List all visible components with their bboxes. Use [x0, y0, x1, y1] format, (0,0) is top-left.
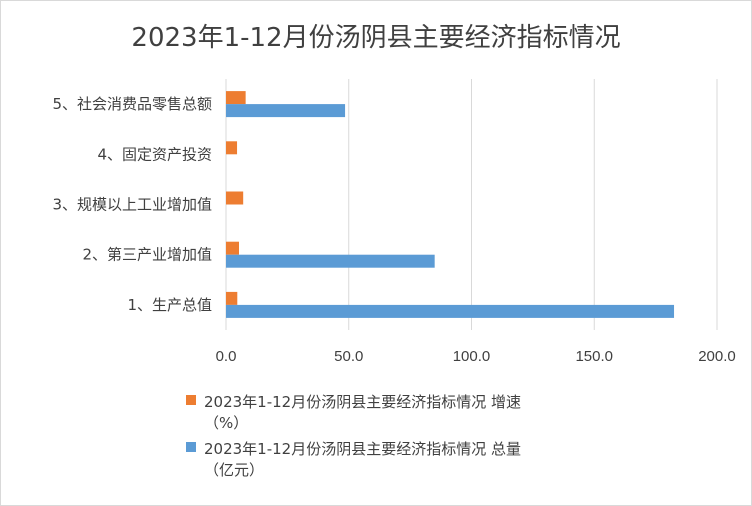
legend-label: （%）: [204, 414, 248, 432]
growth-bar: [226, 291, 238, 305]
growth-bar: [226, 241, 240, 255]
legend-label: 2023年1-12月份汤阴县主要经济指标情况 增速: [204, 393, 521, 411]
category-label: 1、生产总值: [127, 296, 212, 314]
x-tick-label: 100.0: [453, 348, 491, 365]
category-label: 2、第三产业增加值: [82, 246, 212, 264]
x-tick-label: 0.0: [216, 348, 237, 365]
legend: 2023年1-12月份汤阴县主要经济指标情况 增速 （%） 2023年1-12月份汤…: [186, 393, 521, 479]
legend-label: （亿元）: [204, 461, 264, 479]
x-tick-label: 200.0: [698, 348, 736, 365]
category-label: 3、规模以上工业增加值: [52, 196, 212, 214]
category-labels: 1、生产总值 2、第三产业增加值 3、规模以上工业增加值 4、固定资产投资 5、社会消费…: [52, 95, 212, 314]
legend-swatch: [186, 395, 196, 405]
category-label: 4、固定资产投资: [97, 145, 212, 163]
chart-title: 2023年1-12月份汤阴县主要经济指标情况: [131, 23, 620, 53]
bars: [226, 91, 675, 318]
growth-bar: [226, 91, 246, 105]
legend-swatch: [186, 442, 196, 452]
category-label: 5、社会消费品零售总额: [52, 95, 212, 113]
total-bar: [226, 104, 346, 118]
x-tick-label: 150.0: [575, 348, 613, 365]
legend-label: 2023年1-12月份汤阴县主要经济指标情况 总量: [204, 440, 521, 458]
x-tick-labels: 0.0 50.0 100.0 150.0 200.0: [216, 348, 736, 365]
total-bar: [226, 254, 435, 268]
gridlines: [225, 79, 718, 330]
x-tick-label: 50.0: [334, 348, 363, 365]
total-bar: [226, 304, 675, 318]
growth-bar: [226, 191, 244, 205]
growth-bar: [226, 141, 238, 155]
